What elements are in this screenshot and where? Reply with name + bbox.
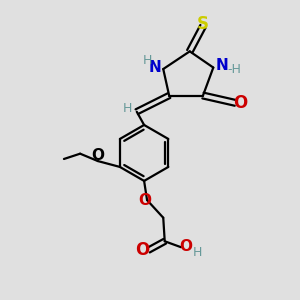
Text: O: O: [234, 94, 248, 112]
Text: O: O: [138, 193, 151, 208]
Text: N: N: [148, 60, 161, 75]
Text: -H: -H: [228, 62, 242, 76]
Text: H: H: [123, 102, 133, 115]
Text: N: N: [215, 58, 228, 73]
Text: H: H: [192, 246, 202, 259]
Text: O: O: [136, 241, 150, 259]
Text: S: S: [197, 15, 209, 33]
Text: O: O: [180, 239, 193, 254]
Text: O: O: [91, 148, 104, 163]
Text: H: H: [142, 54, 152, 67]
